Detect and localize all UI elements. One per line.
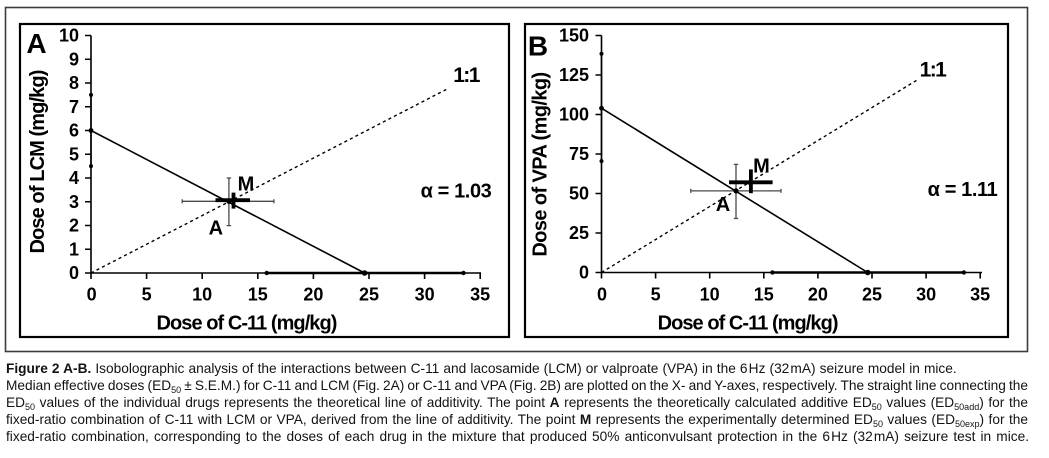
- svg-text:20: 20: [303, 284, 323, 304]
- svg-text:10: 10: [59, 26, 79, 46]
- svg-text:75: 75: [569, 144, 589, 164]
- svg-text:7: 7: [69, 97, 79, 117]
- svg-text:50: 50: [569, 184, 589, 204]
- svg-text:1: 1: [69, 239, 79, 259]
- svg-text:Dose of VPA (mg/kg): Dose of VPA (mg/kg): [529, 72, 551, 256]
- svg-text:8: 8: [69, 73, 79, 93]
- svg-text:30: 30: [916, 284, 936, 304]
- svg-text:9: 9: [69, 49, 79, 69]
- svg-text:25: 25: [862, 284, 882, 304]
- svg-text:α = 1.11: α = 1.11: [928, 179, 998, 201]
- svg-text:25: 25: [359, 284, 379, 304]
- svg-text:A: A: [26, 28, 46, 59]
- svg-text:0: 0: [69, 263, 79, 283]
- svg-text:35: 35: [970, 284, 990, 304]
- svg-text:Dose of C-11 (mg/kg): Dose of C-11 (mg/kg): [157, 313, 337, 335]
- svg-text:0: 0: [597, 284, 607, 304]
- svg-text:25: 25: [569, 223, 589, 243]
- svg-text:30: 30: [415, 284, 435, 304]
- svg-text:A: A: [209, 218, 223, 240]
- svg-text:5: 5: [69, 144, 79, 164]
- svg-text:5: 5: [651, 284, 661, 304]
- svg-text:B: B: [528, 31, 548, 62]
- svg-text:6: 6: [69, 121, 79, 141]
- svg-text:125: 125: [559, 65, 589, 85]
- svg-text:100: 100: [559, 105, 589, 125]
- svg-text:M: M: [753, 156, 770, 178]
- svg-text:4: 4: [69, 168, 79, 188]
- svg-text:A: A: [716, 194, 730, 216]
- svg-text:15: 15: [248, 284, 268, 304]
- svg-text:150: 150: [559, 26, 589, 46]
- svg-text:2: 2: [69, 216, 79, 236]
- svg-text:0: 0: [87, 284, 97, 304]
- svg-text:Dose of LCM (mg/kg): Dose of LCM (mg/kg): [27, 70, 49, 253]
- svg-text:1:1: 1:1: [920, 59, 947, 82]
- svg-text:α = 1.03: α = 1.03: [421, 181, 492, 203]
- svg-text:10: 10: [700, 284, 720, 304]
- svg-text:20: 20: [808, 284, 828, 304]
- svg-text:1:1: 1:1: [453, 64, 480, 87]
- svg-text:0: 0: [579, 263, 589, 283]
- svg-text:5: 5: [142, 284, 152, 304]
- svg-text:M: M: [238, 174, 255, 196]
- svg-text:35: 35: [470, 284, 490, 304]
- svg-text:Dose of C-11 (mg/kg): Dose of C-11 (mg/kg): [658, 313, 838, 335]
- svg-text:3: 3: [69, 192, 79, 212]
- svg-text:15: 15: [754, 284, 774, 304]
- svg-text:10: 10: [192, 284, 212, 304]
